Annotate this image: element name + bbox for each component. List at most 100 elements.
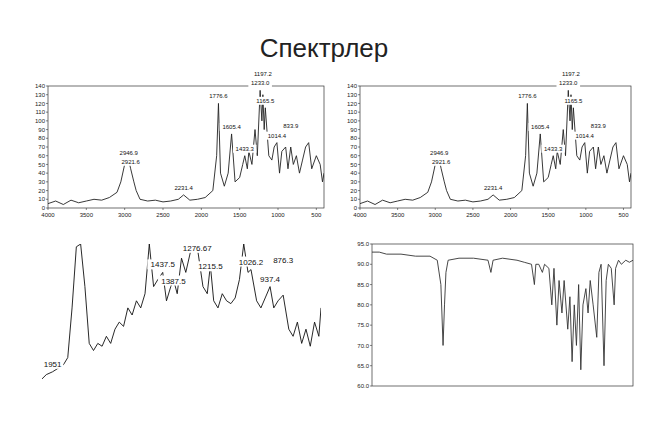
x-tick-label: 3000 bbox=[429, 212, 443, 218]
peak-label: 1026.2 bbox=[239, 258, 264, 267]
y-tick-label: 0 bbox=[354, 205, 358, 211]
data-group bbox=[372, 252, 633, 370]
peak-label-bg bbox=[158, 276, 189, 286]
y-tick-label: 95.0 bbox=[357, 241, 369, 247]
peak-label-bg bbox=[588, 122, 608, 130]
x-tick bbox=[201, 208, 202, 210]
y-tick bbox=[370, 365, 372, 366]
peak-label-bg bbox=[233, 145, 257, 153]
y-tick bbox=[46, 112, 48, 113]
peak-label: 1233.0 bbox=[251, 80, 270, 86]
y-tick-label: 65.0 bbox=[357, 363, 369, 369]
peak-label-bg bbox=[236, 257, 267, 267]
x-tick-label: 3500 bbox=[391, 212, 405, 218]
peak-label-bg bbox=[573, 132, 597, 140]
peak-label: 1276.67 bbox=[183, 244, 212, 253]
peak-label-bg bbox=[195, 261, 226, 271]
y-tick bbox=[370, 244, 372, 245]
spectrum-panel: 0102030405060708090100110120130140400035… bbox=[35, 70, 324, 218]
y-tick bbox=[46, 155, 48, 156]
x-tick-label: 4000 bbox=[41, 212, 55, 218]
peak-label: 1197.2 bbox=[562, 71, 581, 77]
spectrum-line bbox=[42, 244, 321, 379]
peak-label-bg bbox=[248, 79, 272, 87]
peak-label: 1215.5 bbox=[198, 262, 223, 271]
y-tick-label: 10 bbox=[38, 196, 45, 202]
peak-label: 2231.4 bbox=[174, 185, 193, 191]
y-tick-label: 90 bbox=[38, 127, 45, 133]
x-tick-label: 2500 bbox=[156, 212, 170, 218]
peak-label: 1437.5 bbox=[150, 260, 175, 269]
x-tick-label: 2000 bbox=[504, 212, 518, 218]
x-tick-label: 4000 bbox=[353, 212, 367, 218]
peak-label: 1605.4 bbox=[222, 124, 241, 130]
x-tick-label: 1000 bbox=[579, 212, 593, 218]
peak-label-bg bbox=[265, 132, 289, 140]
y-tick-label: 90 bbox=[350, 127, 357, 133]
x-tick-label: 1500 bbox=[542, 212, 556, 218]
x-tick bbox=[163, 208, 164, 210]
peak-label: 1233.0 bbox=[559, 80, 578, 86]
y-tick-label: 30 bbox=[350, 179, 357, 185]
y-tick bbox=[358, 129, 360, 130]
y-tick-label: 100 bbox=[35, 118, 46, 124]
y-tick-label: 40 bbox=[350, 170, 357, 176]
peak-label: 937.4 bbox=[260, 275, 281, 284]
x-tick-label: 500 bbox=[311, 212, 322, 218]
y-tick bbox=[46, 86, 48, 87]
background bbox=[0, 0, 648, 429]
y-tick-label: 110 bbox=[35, 109, 45, 115]
x-tick bbox=[278, 208, 279, 210]
y-tick bbox=[358, 164, 360, 165]
data-group bbox=[42, 244, 321, 379]
peak-label-bg bbox=[257, 274, 283, 284]
peak-label: 1605.4 bbox=[531, 124, 550, 130]
y-tick-label: 60.0 bbox=[357, 383, 369, 389]
y-tick bbox=[358, 190, 360, 191]
y-tick bbox=[358, 120, 360, 121]
y-tick bbox=[46, 94, 48, 95]
y-tick bbox=[370, 386, 372, 387]
x-tick bbox=[86, 208, 87, 210]
peak-label: 2921.6 bbox=[432, 159, 451, 165]
y-tick-label: 140 bbox=[347, 83, 358, 89]
x-tick-label: 1500 bbox=[233, 212, 247, 218]
peak-label-bg bbox=[119, 158, 143, 166]
x-tick-label: 3000 bbox=[118, 212, 132, 218]
y-tick-label: 75.0 bbox=[357, 322, 369, 328]
y-tick-label: 70 bbox=[350, 144, 357, 150]
y-tick-label: 10 bbox=[350, 196, 357, 202]
peak-label: 1776.6 bbox=[518, 93, 537, 99]
y-tick-label: 120 bbox=[347, 101, 358, 107]
peak-label: 2946.9 bbox=[120, 150, 139, 156]
peak-label-bg bbox=[281, 122, 301, 130]
peak-label-bg bbox=[207, 92, 231, 100]
slide-title: Спектрлер bbox=[260, 33, 389, 63]
y-tick bbox=[370, 325, 372, 326]
y-tick-label: 30 bbox=[38, 179, 45, 185]
peak-label-bg bbox=[220, 123, 244, 131]
peak-label-bg bbox=[42, 359, 63, 369]
data-group bbox=[360, 90, 631, 204]
peak-label-bg bbox=[179, 243, 215, 253]
y-tick-label: 80.0 bbox=[357, 302, 369, 308]
peak-label: 876.3 bbox=[273, 256, 294, 265]
peak-label-bg bbox=[117, 149, 141, 157]
y-tick-label: 140 bbox=[35, 83, 46, 89]
y-tick bbox=[46, 138, 48, 139]
peak-label: 1014.4 bbox=[576, 133, 595, 139]
y-tick bbox=[358, 112, 360, 113]
y-tick bbox=[46, 147, 48, 148]
y-tick-label: 90.0 bbox=[357, 261, 369, 267]
peak-label: 833.9 bbox=[283, 123, 299, 129]
peak-label: 833.9 bbox=[591, 123, 607, 129]
peak-label-bg bbox=[147, 259, 178, 269]
y-tick bbox=[370, 284, 372, 285]
x-tick-label: 500 bbox=[618, 212, 629, 218]
y-tick bbox=[46, 181, 48, 182]
y-tick bbox=[358, 199, 360, 200]
y-tick-label: 85.0 bbox=[357, 282, 369, 288]
x-tick bbox=[316, 208, 317, 210]
peak-label: 1433.3 bbox=[236, 146, 255, 152]
x-tick bbox=[124, 208, 125, 210]
